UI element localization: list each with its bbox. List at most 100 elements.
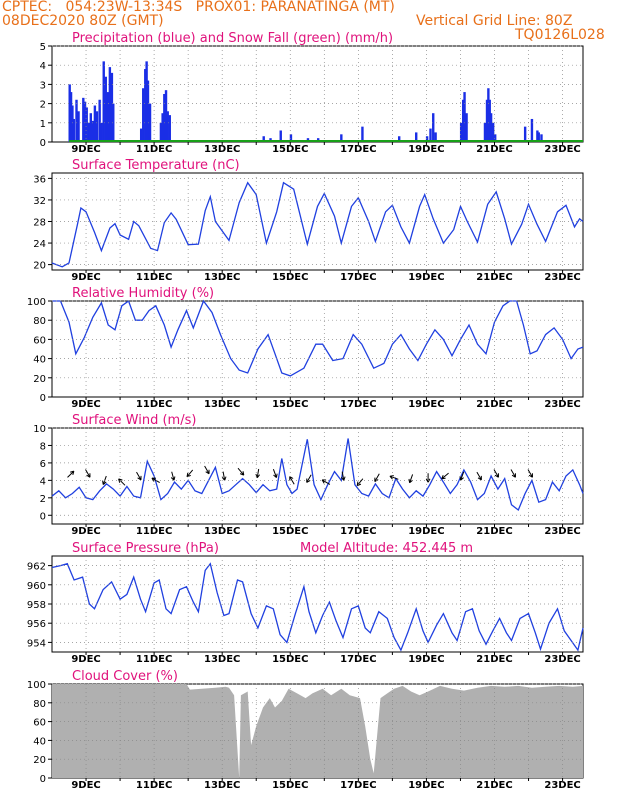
y-tick-label: 40 <box>33 736 46 747</box>
wind-arrow <box>321 479 331 485</box>
x-tick-label: 23DEC <box>544 144 580 155</box>
precip-bar <box>340 134 343 142</box>
precip-bar <box>415 132 418 142</box>
panel-title: Cloud Cover (%) <box>72 669 178 684</box>
precip-bar <box>493 134 497 142</box>
y-tick-label: 80 <box>33 316 46 327</box>
precip-bar <box>488 99 491 142</box>
wind-arrow <box>527 469 533 478</box>
precip-bar <box>71 105 74 142</box>
y-tick-label: 6 <box>40 459 46 470</box>
precip-bar <box>163 94 166 142</box>
panel-rh: Relative Humidity (%) 0 20 40 60 80 100 9DEC 11D… <box>27 286 584 410</box>
y-tick-label: 956 <box>27 619 46 630</box>
x-tick-label: 23DEC <box>544 272 580 283</box>
panel-temp: Surface Temperature (nC) 20 24 28 32 36 9DEC 11… <box>33 158 584 283</box>
panel-title: Surface Pressure (hPa) <box>72 541 219 556</box>
y-tick-label: 32 <box>33 196 46 207</box>
wind-arrow <box>186 469 194 478</box>
header-date: 08DEC2020 80Z (GMT) <box>2 13 164 29</box>
wind-arrow <box>408 474 414 484</box>
wind-arrow <box>204 465 210 475</box>
y-tick-label: 36 <box>33 174 46 185</box>
precip-bar <box>161 113 164 142</box>
precip-bar <box>77 111 80 142</box>
y-tick-label: 0 <box>40 138 46 149</box>
precip-bar <box>485 99 489 142</box>
precip-bar <box>530 118 534 142</box>
precip-bar <box>483 122 487 142</box>
precip-bar <box>397 136 401 142</box>
x-tick-label: 9DEC <box>71 399 100 410</box>
x-tick-label: 21DEC <box>476 654 512 665</box>
precip-bar <box>100 122 103 142</box>
x-tick-label: 13DEC <box>204 272 240 283</box>
precip-bar <box>148 103 152 142</box>
wind-arrow <box>441 472 449 480</box>
panel-frame <box>51 45 584 143</box>
panel-frame <box>51 427 584 525</box>
header-station: CPTEC: 054:23W-13:34S PROX01: PARANATING… <box>2 0 395 15</box>
precip-bar <box>85 107 88 142</box>
wind-arrow <box>255 468 260 479</box>
precip-bar <box>429 128 432 142</box>
x-tick-label: 11DEC <box>136 272 172 283</box>
wind-arrow <box>459 471 465 481</box>
x-tick-label: 21DEC <box>476 780 512 791</box>
y-tick-label: 4 <box>40 476 46 487</box>
precip-bar <box>536 130 539 142</box>
precip-bar <box>102 61 105 142</box>
x-tick-label: 17DEC <box>340 780 376 791</box>
rh-line <box>52 299 584 377</box>
x-tick-label: 9DEC <box>71 144 100 155</box>
precip-bar <box>68 84 71 142</box>
precip-bar <box>145 61 148 142</box>
y-tick-label: 954 <box>27 638 46 649</box>
wind-arrow <box>221 471 227 481</box>
precip-bar <box>540 134 543 142</box>
wind-arrow <box>272 469 278 478</box>
precip-bar <box>142 88 145 142</box>
panel-title: Precipitation (blue) and Snow Fall (gree… <box>72 31 393 46</box>
precip-bar <box>537 132 540 142</box>
wind-arrow <box>389 475 399 480</box>
panel-title: Surface Temperature (nC) <box>72 158 240 173</box>
x-tick-label: 9DEC <box>71 654 100 665</box>
x-tick-label: 11DEC <box>136 780 172 791</box>
wind-line <box>51 438 584 512</box>
precip-bar <box>75 99 78 142</box>
x-tick-label: 19DEC <box>408 526 444 537</box>
y-tick-label: 0 <box>40 393 46 404</box>
pressure-line <box>51 562 584 652</box>
y-tick-label: 0 <box>40 511 46 522</box>
precip-bar <box>279 130 282 142</box>
y-tick-label: 40 <box>33 355 46 366</box>
panel-frame <box>51 300 584 398</box>
x-tick-label: 17DEC <box>340 654 376 665</box>
precip-bar <box>95 111 99 142</box>
x-tick-label: 15DEC <box>272 780 308 791</box>
precip-bar <box>72 118 75 142</box>
x-tick-label: 21DEC <box>476 144 512 155</box>
precip-bar <box>108 67 112 142</box>
panel-wind: Surface Wind (m/s) 0 2 4 6 8 10 9DEC 11DEC 13DEC 1… <box>33 413 584 537</box>
precip-bar <box>262 136 265 142</box>
precip-bar <box>89 113 93 142</box>
x-tick-label: 19DEC <box>408 144 444 155</box>
header-grid-note: Vertical Grid Line: 80Z <box>416 13 573 29</box>
header-code: TQ0126L028 <box>515 27 605 43</box>
x-tick-label: 11DEC <box>136 399 172 410</box>
y-tick-label: 80 <box>33 699 46 710</box>
precip-bar <box>465 113 468 142</box>
x-tick-label: 17DEC <box>340 526 376 537</box>
precip-bar <box>432 113 435 142</box>
x-tick-label: 13DEC <box>204 654 240 665</box>
precip-bar <box>82 97 85 142</box>
precip-bar <box>106 92 110 142</box>
x-tick-label: 15DEC <box>272 654 308 665</box>
x-tick-label: 11DEC <box>136 526 172 537</box>
x-tick-label: 19DEC <box>408 780 444 791</box>
wind-arrow <box>85 469 91 478</box>
precip-bar <box>104 76 107 142</box>
